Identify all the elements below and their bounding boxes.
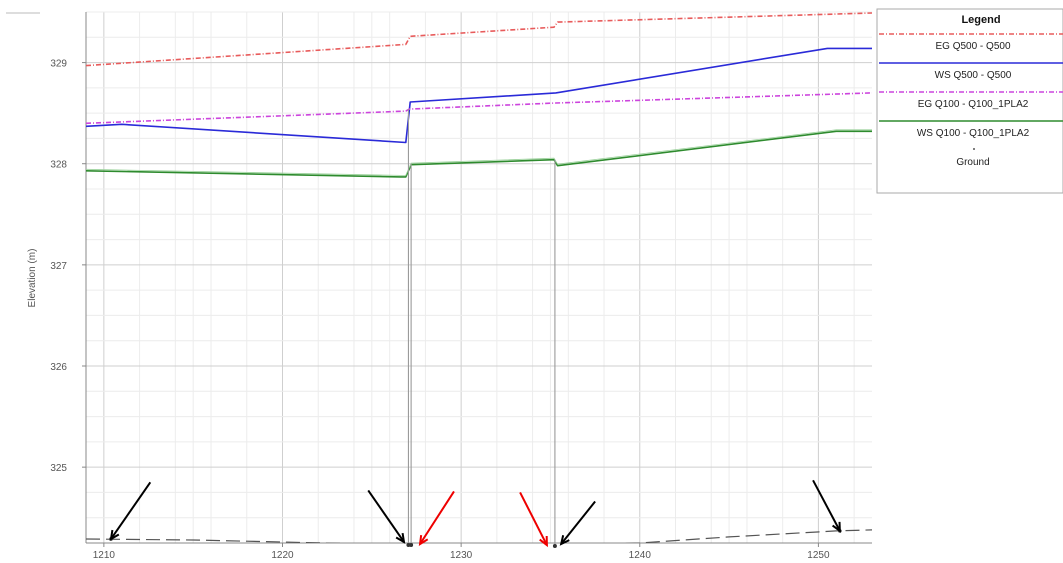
legend-entry-eg500: EG Q500 - Q500 bbox=[879, 33, 1063, 52]
series-line-ws100-shadow bbox=[86, 129, 872, 176]
legend-label: WS Q100 - Q100_1PLA2 bbox=[917, 128, 1030, 139]
series-line-eg100 bbox=[86, 92, 872, 125]
arrow-head bbox=[109, 529, 120, 541]
x-tick-label: 1250 bbox=[807, 550, 830, 561]
black-arrow bbox=[812, 479, 841, 533]
y-tick-label: 326 bbox=[50, 362, 67, 373]
legend-box bbox=[876, 8, 1063, 194]
x-tick-label: 1210 bbox=[93, 550, 116, 561]
series-line-ws100 bbox=[86, 130, 872, 178]
red-arrow bbox=[418, 490, 455, 546]
legend-label: EG Q100 - Q100_1PLA2 bbox=[918, 99, 1029, 110]
series-layer bbox=[86, 12, 872, 543]
arrow-shaft bbox=[419, 490, 455, 545]
structure-base-point bbox=[552, 544, 557, 549]
y-axis-title: Elevation (m) bbox=[27, 249, 38, 308]
legend-entry-ws100: WS Q100 - Q100_1PLA2 bbox=[879, 120, 1063, 139]
legend-label: WS Q500 - Q500 bbox=[935, 70, 1012, 81]
legend-title: Legend bbox=[961, 14, 1000, 26]
y-tick-label: 329 bbox=[50, 59, 67, 70]
legend: Legend EG Q500 - Q500 WS Q500 - Q500 EG Q1… bbox=[876, 8, 1063, 194]
arrow-shaft bbox=[560, 500, 596, 545]
arrow-head bbox=[832, 521, 841, 533]
annotation-layer bbox=[109, 479, 841, 548]
arrow-shaft bbox=[519, 491, 548, 546]
series-line-ws500 bbox=[86, 47, 872, 144]
legend-entry-eg100: EG Q100 - Q100_1PLA2 bbox=[879, 91, 1063, 110]
series-line-ground bbox=[86, 529, 872, 543]
structure-base-point bbox=[409, 543, 414, 548]
black-arrow bbox=[367, 489, 406, 544]
red-arrow bbox=[519, 491, 548, 548]
black-arrow bbox=[109, 481, 152, 541]
y-tick-label: 327 bbox=[50, 261, 67, 272]
x-tick-label: 1230 bbox=[450, 550, 473, 561]
arrow-shaft bbox=[110, 481, 152, 540]
legend-label: Ground bbox=[956, 157, 989, 168]
series-line-eg500 bbox=[86, 12, 872, 67]
tick-labels: 1210 1220 1230 1240 1250 325 326 327 328 329 bbox=[50, 59, 830, 561]
arrow-head bbox=[539, 536, 548, 548]
structure-layer bbox=[109, 109, 842, 549]
x-tick-label: 1220 bbox=[271, 550, 294, 561]
legend-label: EG Q500 - Q500 bbox=[935, 41, 1010, 52]
plot-background bbox=[86, 12, 872, 543]
x-tick-label: 1240 bbox=[629, 550, 652, 561]
arrow-head bbox=[418, 534, 429, 546]
legend-entry-ws500: WS Q500 - Q500 bbox=[879, 62, 1063, 81]
arrow-head bbox=[395, 532, 406, 544]
legend-swatch-ground bbox=[973, 148, 975, 150]
arrow-shaft bbox=[367, 489, 405, 543]
y-tick-label: 325 bbox=[50, 463, 67, 474]
arrow-shaft bbox=[812, 479, 841, 532]
y-tick-label: 328 bbox=[50, 160, 67, 171]
arrow-head bbox=[559, 535, 570, 546]
black-arrow bbox=[559, 500, 596, 546]
legend-entry-ground: Ground bbox=[956, 148, 990, 168]
